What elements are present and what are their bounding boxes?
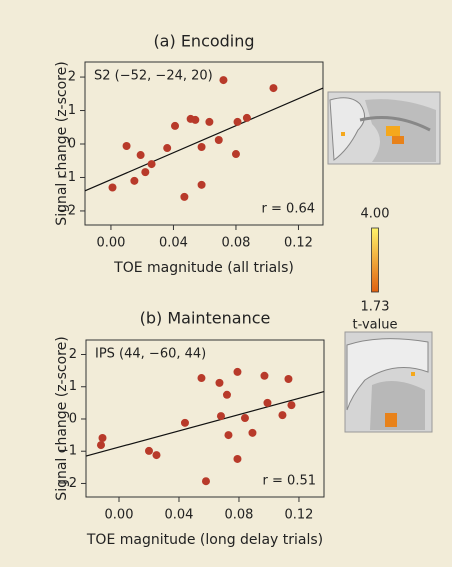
- fit-line: [85, 88, 323, 191]
- y-tick-label: −1: [58, 444, 77, 459]
- data-point: [98, 434, 106, 442]
- x-axis-label: TOE magnitude (long delay trials): [86, 532, 323, 548]
- data-point: [97, 441, 105, 449]
- y-tick-label: −2: [58, 476, 77, 491]
- x-axis-label: TOE magnitude (all trials): [113, 260, 294, 276]
- y-tick-label: 2: [69, 347, 77, 362]
- data-point: [269, 84, 277, 92]
- data-point: [148, 160, 156, 168]
- data-point: [205, 118, 213, 126]
- x-tick-label: 0.12: [284, 236, 313, 251]
- data-point: [180, 193, 188, 201]
- y-tick-label: 0: [69, 411, 77, 426]
- y-tick-label: 1: [68, 103, 76, 118]
- data-point: [145, 447, 153, 455]
- data-point: [224, 431, 232, 439]
- data-point: [171, 122, 179, 130]
- data-point: [130, 177, 138, 185]
- correlation-label: r = 0.51: [263, 474, 316, 489]
- data-point: [215, 136, 223, 144]
- x-tick-label: 0.00: [96, 236, 125, 251]
- data-point: [243, 114, 251, 122]
- data-point: [233, 455, 241, 463]
- x-tick-label: 0.04: [165, 508, 194, 523]
- data-point: [263, 399, 271, 407]
- panel-title: (a) Encoding: [153, 32, 254, 51]
- data-point: [287, 401, 295, 409]
- x-tick-label: 0.08: [221, 236, 250, 251]
- region-label: IPS (44, −60, 44): [95, 347, 206, 362]
- data-point: [198, 181, 206, 189]
- data-point: [284, 375, 292, 383]
- figure: (a) EncodingTOE magnitude (all trials)Si…: [0, 0, 452, 567]
- data-point: [198, 143, 206, 151]
- y-tick-label: 0: [68, 137, 76, 152]
- brain-image: [328, 92, 440, 164]
- data-point: [191, 116, 199, 124]
- data-point: [217, 412, 225, 420]
- data-point: [223, 391, 231, 399]
- data-point: [109, 184, 117, 192]
- data-point: [233, 368, 241, 376]
- data-point: [152, 451, 160, 459]
- data-point: [181, 419, 189, 427]
- x-tick-label: 0.04: [159, 236, 188, 251]
- data-point: [215, 379, 223, 387]
- fit-line: [86, 392, 324, 456]
- x-tick-label: 0.12: [284, 508, 313, 523]
- data-point: [141, 168, 149, 176]
- data-point: [234, 118, 242, 126]
- colorbar-tick-label: 4.00: [361, 207, 390, 222]
- y-tick-label: −2: [57, 203, 76, 218]
- panel-title: (b) Maintenance: [140, 309, 271, 328]
- data-point: [219, 76, 227, 84]
- x-tick-label: 0.08: [224, 508, 253, 523]
- data-point: [202, 477, 210, 485]
- colorbar-label: t-value: [353, 318, 398, 333]
- correlation-label: r = 0.64: [262, 202, 315, 217]
- colorbar: [372, 228, 379, 292]
- data-point: [241, 414, 249, 422]
- data-point: [197, 374, 205, 382]
- data-point: [278, 411, 286, 419]
- colorbar-tick-label: 1.73: [361, 300, 390, 315]
- data-point: [163, 144, 171, 152]
- region-label: S2 (−52, −24, 20): [94, 69, 213, 84]
- y-tick-label: 1: [69, 379, 77, 394]
- data-point: [137, 151, 145, 159]
- y-tick-label: 2: [68, 70, 76, 85]
- data-point: [248, 429, 256, 437]
- y-tick-label: −1: [57, 170, 76, 185]
- data-point: [123, 142, 131, 150]
- x-tick-label: 0.00: [105, 508, 134, 523]
- brain-image: [345, 332, 432, 432]
- data-point: [260, 372, 268, 380]
- data-point: [232, 150, 240, 158]
